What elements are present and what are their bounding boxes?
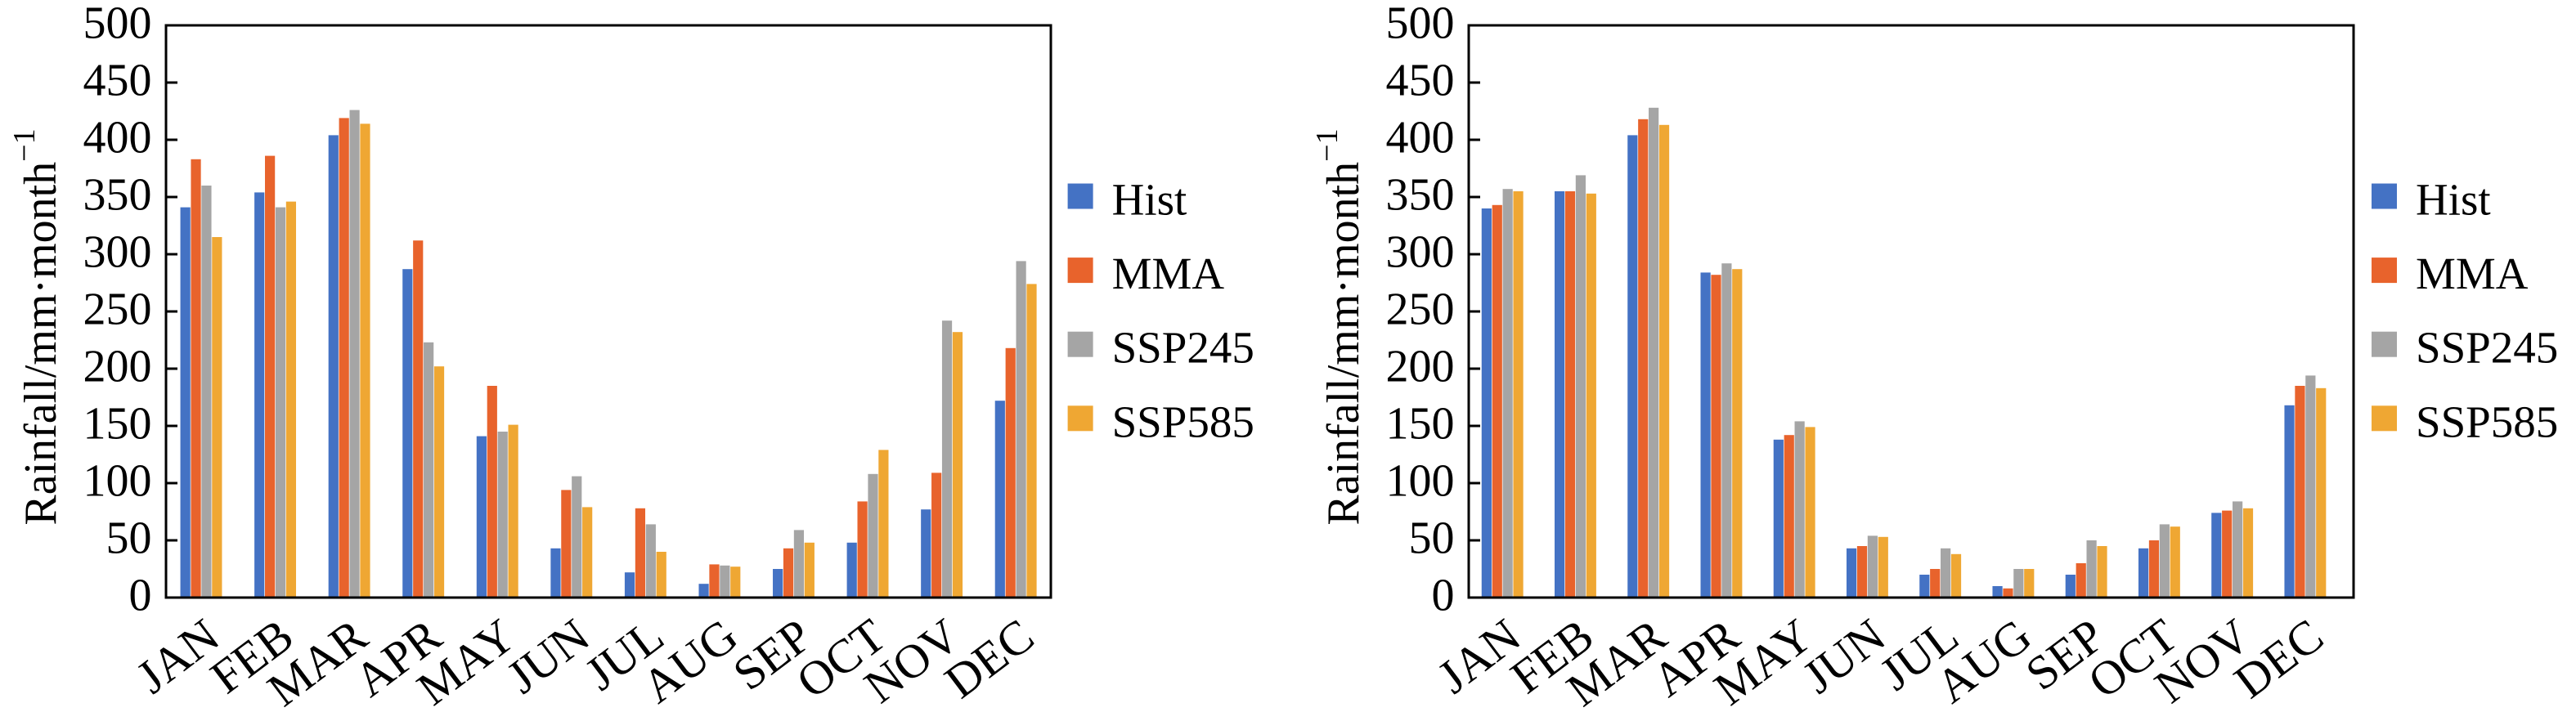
svg-text:200: 200	[83, 342, 152, 392]
svg-text:200: 200	[1386, 342, 1455, 392]
svg-text:MMA: MMA	[2416, 249, 2529, 298]
svg-text:150: 150	[1386, 399, 1455, 450]
svg-text:SSP245: SSP245	[2416, 323, 2558, 373]
svg-text:500: 500	[83, 0, 152, 49]
svg-text:0: 0	[1432, 571, 1455, 621]
svg-text:250: 250	[83, 284, 152, 335]
svg-text:350: 350	[83, 170, 152, 221]
svg-text:Hist: Hist	[2416, 175, 2491, 225]
svg-text:SSP245: SSP245	[1112, 323, 1254, 373]
svg-text:450: 450	[1386, 56, 1455, 106]
svg-text:500: 500	[1386, 0, 1455, 49]
svg-text:250: 250	[1386, 284, 1455, 335]
svg-text:450: 450	[83, 56, 152, 106]
svg-text:Hist: Hist	[1112, 175, 1187, 225]
svg-text:350: 350	[1386, 170, 1455, 221]
svg-text:SSP585: SSP585	[2416, 396, 2558, 446]
svg-text:300: 300	[83, 227, 152, 278]
svg-text:400: 400	[1386, 113, 1455, 163]
svg-text:MMA: MMA	[1112, 249, 1225, 298]
svg-text:0: 0	[129, 571, 152, 621]
svg-text:SSP585: SSP585	[1112, 396, 1254, 446]
svg-text:100: 100	[1386, 456, 1455, 507]
svg-text:Rainfall/mm·month−1: Rainfall/mm·month−1	[7, 128, 66, 525]
svg-text:150: 150	[83, 399, 152, 450]
svg-text:400: 400	[83, 113, 152, 163]
svg-text:50: 50	[1409, 513, 1455, 564]
svg-text:50: 50	[106, 513, 152, 564]
svg-text:300: 300	[1386, 227, 1455, 278]
svg-text:100: 100	[83, 456, 152, 507]
svg-text:Rainfall/mm·month−1: Rainfall/mm·month−1	[1310, 128, 1369, 525]
